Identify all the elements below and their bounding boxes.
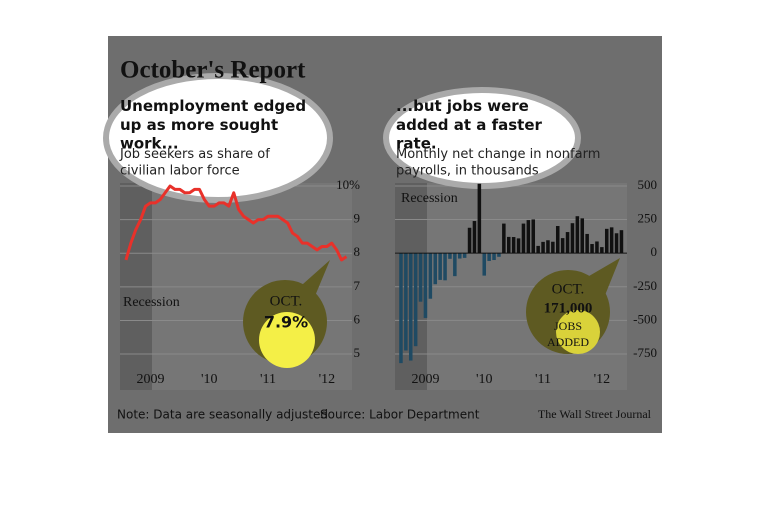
bar (609, 227, 614, 254)
chart-subtitle: Job seekers as share of civilian labor fo… (119, 147, 270, 178)
highlight (103, 73, 333, 203)
bar (541, 241, 545, 254)
callout-highlight (259, 312, 315, 368)
y-tick-label: -250 (633, 278, 657, 293)
page-title: October's Report (120, 57, 306, 84)
bar (575, 216, 580, 254)
bar (467, 227, 472, 254)
bar (423, 253, 428, 318)
y-tick-label: -750 (633, 345, 657, 360)
bar (590, 244, 594, 254)
bar (570, 223, 575, 254)
x-tick-label: '10 (476, 372, 493, 387)
y-tick-label: 9 (354, 211, 361, 226)
bar (457, 253, 462, 259)
source: Source: Labor Department (320, 408, 480, 422)
annotation: JOBS (554, 319, 582, 333)
annotation: Recession (401, 191, 458, 206)
annotation: OCT. (552, 281, 585, 297)
bar (614, 233, 619, 254)
bar (585, 233, 589, 254)
bar (438, 253, 442, 280)
y-tick-label: -500 (633, 311, 657, 326)
y-tick-label: 500 (638, 177, 658, 192)
y-tick-label: 7 (354, 278, 361, 293)
bar (492, 253, 496, 261)
bar (604, 228, 609, 254)
y-tick-label: 6 (354, 311, 361, 326)
y-tick-label: 8 (354, 244, 361, 259)
bar (516, 238, 521, 254)
bar (413, 253, 418, 347)
x-tick-label: '12 (594, 372, 611, 387)
bar (551, 241, 555, 254)
annotation: 171,000 (544, 300, 593, 316)
bar (502, 223, 506, 254)
annotation: OCT. (270, 293, 303, 309)
bar (531, 219, 536, 254)
y-tick-label: 5 (354, 345, 361, 360)
bar (506, 236, 511, 254)
bar (595, 241, 599, 254)
x-tick-label: '12 (319, 372, 336, 387)
bar (443, 253, 447, 281)
bar (477, 183, 482, 254)
bar (472, 221, 477, 254)
annotation: Recession (123, 295, 180, 310)
callout-highlight (556, 310, 600, 354)
bar (448, 253, 452, 259)
annotation: ADDED (547, 335, 589, 349)
bar (487, 253, 491, 261)
bar (580, 218, 585, 254)
chart-title: ...but jobs were added at a faster rate. (396, 97, 543, 153)
bar (418, 253, 423, 302)
bar (565, 232, 570, 254)
bar (536, 245, 540, 254)
x-tick-label: 2009 (411, 372, 439, 387)
bar (526, 220, 531, 254)
bar (408, 253, 413, 361)
chart-subtitle: Monthly net change in nonfarm payrolls, i… (396, 147, 600, 178)
y-tick-label: 10% (336, 177, 360, 192)
bar (497, 253, 501, 257)
x-tick-label: '11 (535, 372, 551, 387)
bar (560, 238, 565, 254)
bar (428, 253, 433, 299)
bar (619, 230, 624, 254)
bar (546, 240, 550, 254)
bar (399, 253, 403, 364)
bar (521, 223, 526, 254)
highlight (383, 87, 581, 189)
note: Note: Data are seasonally adjusted (117, 408, 328, 422)
annotation: 7.9% (264, 313, 308, 332)
bar (555, 226, 560, 254)
line (124, 184, 348, 262)
x-tick-label: '10 (201, 372, 218, 387)
x-tick-label: '11 (260, 372, 276, 387)
bar (600, 247, 604, 254)
bar (453, 253, 457, 277)
chart-title: Unemployment edged up as more sought work.… (120, 97, 306, 153)
bar (433, 253, 438, 285)
y-tick-label: 0 (651, 244, 658, 259)
bar (511, 237, 516, 254)
bar (462, 253, 467, 258)
credit: The Wall Street Journal (538, 407, 652, 421)
bar (404, 253, 408, 351)
bar (482, 253, 487, 276)
y-tick-label: 250 (638, 211, 658, 226)
x-tick-label: 2009 (136, 372, 164, 387)
